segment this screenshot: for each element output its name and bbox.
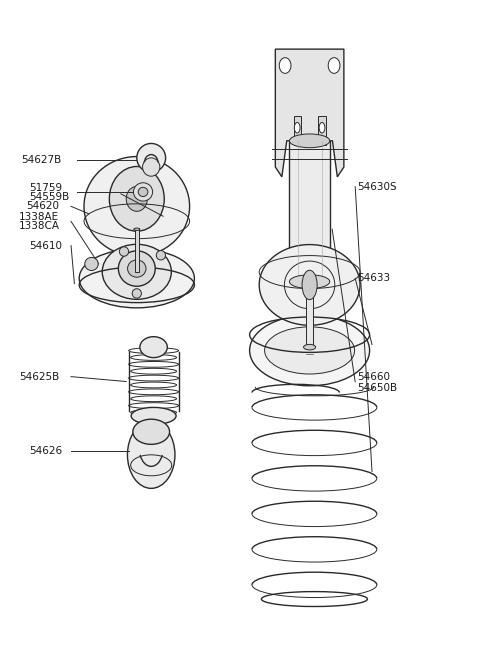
Ellipse shape bbox=[250, 315, 370, 386]
Ellipse shape bbox=[279, 58, 291, 73]
Text: 54627B: 54627B bbox=[22, 155, 62, 166]
Text: 54660: 54660 bbox=[358, 371, 391, 382]
Text: 54630S: 54630S bbox=[358, 181, 397, 192]
Ellipse shape bbox=[138, 187, 148, 196]
Ellipse shape bbox=[132, 289, 142, 298]
Ellipse shape bbox=[120, 247, 129, 256]
Polygon shape bbox=[276, 49, 344, 177]
Ellipse shape bbox=[126, 187, 147, 212]
Ellipse shape bbox=[264, 327, 355, 374]
Text: 54625B: 54625B bbox=[19, 371, 60, 382]
Ellipse shape bbox=[143, 158, 160, 176]
Ellipse shape bbox=[294, 122, 300, 133]
Ellipse shape bbox=[119, 251, 155, 286]
Text: 51759: 51759 bbox=[29, 183, 62, 193]
Ellipse shape bbox=[79, 249, 194, 308]
Ellipse shape bbox=[156, 251, 166, 260]
Text: 54626: 54626 bbox=[29, 445, 62, 456]
Text: 54650B: 54650B bbox=[358, 383, 398, 393]
Text: 54620: 54620 bbox=[26, 201, 60, 212]
Ellipse shape bbox=[85, 257, 98, 271]
Ellipse shape bbox=[303, 345, 316, 350]
Ellipse shape bbox=[133, 183, 153, 201]
Ellipse shape bbox=[84, 157, 190, 256]
Ellipse shape bbox=[302, 271, 317, 299]
Ellipse shape bbox=[134, 228, 140, 231]
Text: 1338CA: 1338CA bbox=[19, 221, 60, 231]
Ellipse shape bbox=[259, 244, 360, 326]
Text: 1338AE: 1338AE bbox=[19, 212, 60, 223]
Ellipse shape bbox=[140, 337, 168, 358]
Ellipse shape bbox=[319, 122, 325, 133]
Bar bbox=[318, 116, 325, 145]
Text: 54559B: 54559B bbox=[29, 191, 69, 202]
Ellipse shape bbox=[289, 275, 330, 288]
Ellipse shape bbox=[137, 143, 166, 172]
Ellipse shape bbox=[289, 134, 330, 148]
Ellipse shape bbox=[131, 407, 176, 424]
Ellipse shape bbox=[127, 421, 175, 489]
Ellipse shape bbox=[102, 244, 171, 299]
Bar bbox=[306, 282, 313, 347]
Text: 54633: 54633 bbox=[358, 273, 391, 284]
Bar bbox=[294, 116, 301, 145]
Bar bbox=[134, 229, 139, 272]
Ellipse shape bbox=[128, 260, 146, 277]
Ellipse shape bbox=[133, 419, 169, 444]
Ellipse shape bbox=[109, 166, 164, 231]
Text: 54610: 54610 bbox=[29, 240, 62, 251]
Bar bbox=[289, 141, 330, 282]
Ellipse shape bbox=[328, 58, 340, 73]
